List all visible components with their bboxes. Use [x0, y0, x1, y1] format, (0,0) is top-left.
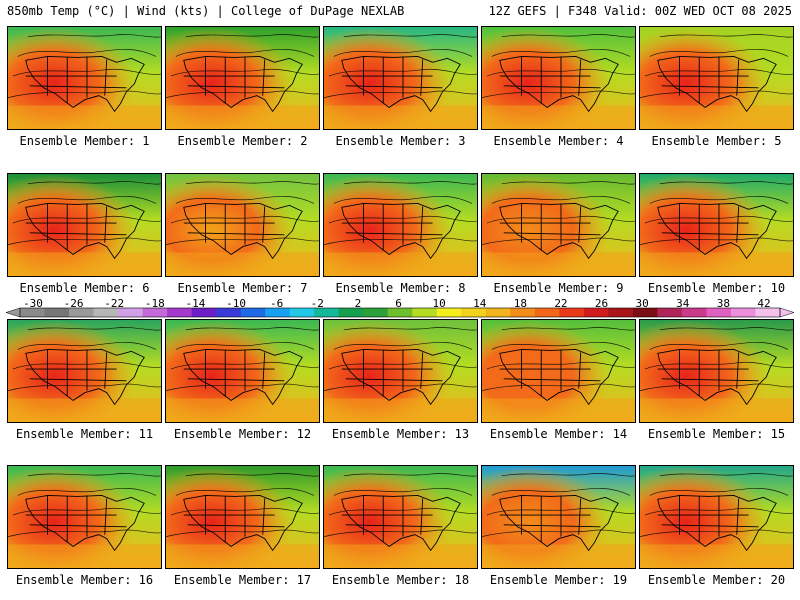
ensemble-map-panel [323, 26, 478, 130]
colorbar-swatch [142, 308, 168, 317]
header-run-info: 12Z GEFS | F348 Valid: 00Z WED OCT 08 20… [488, 4, 792, 18]
ensemble-map-panel [639, 319, 794, 423]
ensemble-member-label: Ensemble Member: 2 [177, 134, 308, 148]
ensemble-map-panel [639, 26, 794, 130]
colorbar-swatch [240, 308, 266, 317]
colorbar-swatch [461, 308, 487, 317]
ensemble-map-panel [165, 465, 320, 569]
ensemble-map-panel [639, 173, 794, 277]
ensemble-member-label: Ensemble Member: 12 [173, 427, 312, 441]
ensemble-member-label: Ensemble Member: 5 [651, 134, 782, 148]
colorbar-tick-label: 26 [594, 297, 609, 310]
colorbar-swatch [583, 308, 609, 317]
ensemble-member-label: Ensemble Member: 15 [647, 427, 786, 441]
colorbar-swatch [485, 308, 511, 317]
ensemble-map-panel [7, 319, 162, 423]
ensemble-map-panel [165, 319, 320, 423]
ensemble-member-label: Ensemble Member: 18 [331, 573, 470, 587]
colorbar-tick-label: 30 [635, 297, 649, 310]
colorbar-tick-label: -30 [23, 297, 43, 310]
colorbar-swatch [265, 308, 291, 317]
header-title: 850mb Temp (°C) | Wind (kts) | College o… [7, 4, 405, 18]
colorbar-tick-label: 38 [716, 297, 730, 310]
ensemble-member-label: Ensemble Member: 9 [493, 281, 624, 295]
ensemble-map-panel [481, 173, 636, 277]
colorbar-tick-label: 6 [395, 297, 402, 310]
ensemble-member-label: Ensemble Member: 3 [335, 134, 466, 148]
colorbar-swatches [5, 307, 795, 318]
colorbar-swatch [706, 308, 732, 317]
colorbar-swatch [167, 308, 193, 317]
colorbar-swatch [559, 308, 585, 317]
colorbar-tick-label: -18 [144, 297, 165, 310]
colorbar-swatch [93, 308, 119, 317]
colorbar-tick-label: -26 [63, 297, 84, 310]
colorbar-high-arrow [779, 307, 795, 318]
ensemble-member-label: Ensemble Member: 1 [19, 134, 150, 148]
colorbar-swatch [608, 308, 634, 317]
colorbar-outline [19, 307, 781, 318]
ensemble-map-panel [481, 465, 636, 569]
ensemble-member-label: Ensemble Member: 20 [647, 573, 786, 587]
colorbar-tick-label: -6 [270, 297, 284, 310]
colorbar-tick-label: -10 [226, 297, 246, 310]
colorbar-swatch [69, 308, 95, 317]
colorbar-swatch [755, 308, 781, 317]
colorbar-swatch [289, 308, 315, 317]
colorbar-swatch [338, 308, 364, 317]
colorbar-tick-label: -14 [185, 297, 206, 310]
ensemble-member-label: Ensemble Member: 14 [489, 427, 628, 441]
ensemble-map-panel [639, 465, 794, 569]
ensemble-map-panel [165, 173, 320, 277]
colorbar-tick-label: -2 [310, 297, 324, 310]
ensemble-member-label: Ensemble Member: 19 [489, 573, 628, 587]
colorbar-swatch [412, 308, 438, 317]
colorbar-swatch [632, 308, 658, 317]
colorbar-swatch [657, 308, 683, 317]
ensemble-map-panel [323, 465, 478, 569]
colorbar-swatch [436, 308, 462, 317]
ensemble-member-label: Ensemble Member: 11 [15, 427, 154, 441]
ensemble-map-panel [165, 26, 320, 130]
colorbar-tick-label: 10 [432, 297, 446, 310]
ensemble-map-panel [323, 319, 478, 423]
colorbar-swatch [730, 308, 756, 317]
ensemble-member-label: Ensemble Member: 13 [331, 427, 470, 441]
colorbar-tick-label: 2 [354, 297, 362, 310]
ensemble-member-label: Ensemble Member: 6 [19, 281, 150, 295]
colorbar-swatch [363, 308, 389, 317]
ensemble-member-label: Ensemble Member: 7 [177, 281, 308, 295]
colorbar-tick-label: -22 [104, 297, 125, 310]
colorbar-swatch [44, 308, 70, 317]
ensemble-member-label: Ensemble Member: 4 [493, 134, 624, 148]
colorbar-tick-label: 34 [676, 297, 690, 310]
colorbar-swatch [314, 308, 340, 317]
ensemble-map-panel [7, 173, 162, 277]
ensemble-member-label: Ensemble Member: 10 [647, 281, 786, 295]
colorbar-tick-label: 14 [473, 297, 487, 310]
ensemble-map-panel [7, 465, 162, 569]
colorbar-swatch [534, 308, 560, 317]
ensemble-member-label: Ensemble Member: 17 [173, 573, 312, 587]
ensemble-map-panel [323, 173, 478, 277]
colorbar-swatch [191, 308, 217, 317]
colorbar-tick-label: 42 [757, 297, 771, 310]
colorbar-swatch [681, 308, 707, 317]
ensemble-map-panel [7, 26, 162, 130]
colorbar-tick-label: 18 [513, 297, 527, 310]
ensemble-map-panel [481, 26, 636, 130]
colorbar-swatch [510, 308, 536, 317]
ensemble-member-label: Ensemble Member: 16 [15, 573, 154, 587]
ensemble-member-label: Ensemble Member: 8 [335, 281, 466, 295]
colorbar-tick-label: 22 [554, 297, 568, 310]
colorbar-swatch [216, 308, 242, 317]
ensemble-map-panel [481, 319, 636, 423]
colorbar-swatch [118, 308, 144, 317]
colorbar-swatch [387, 308, 413, 317]
colorbar-swatch [20, 308, 46, 317]
